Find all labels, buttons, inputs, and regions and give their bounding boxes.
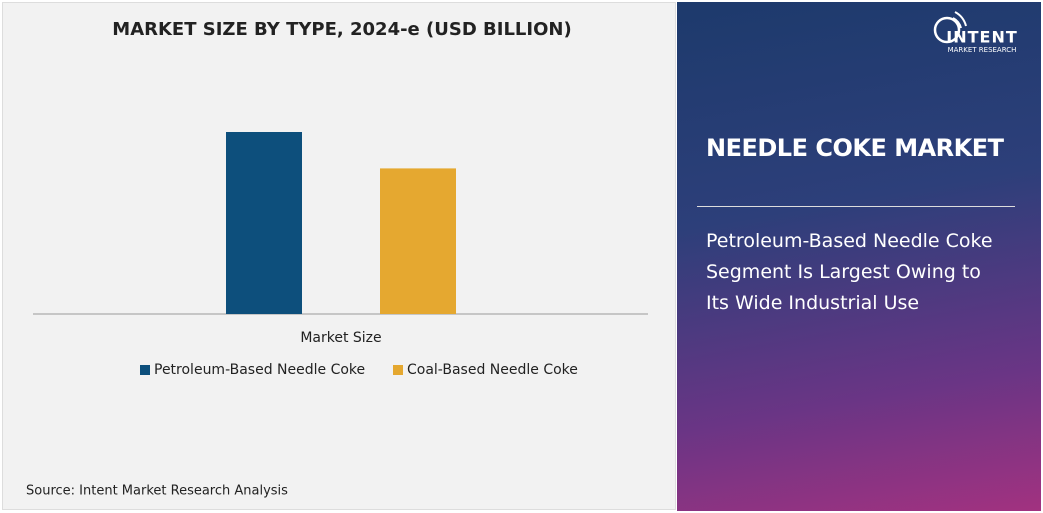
chart-panel <box>2 2 676 510</box>
bar <box>226 132 302 314</box>
legend-label: Petroleum-Based Needle Coke <box>154 362 365 378</box>
source: Source: Intent Market Research Analysis <box>26 484 288 499</box>
logo-tagline: MARKET RESEARCH <box>948 46 1017 54</box>
logo-icon <box>952 11 967 29</box>
chart-title: MARKET SIZE BY TYPE, 2024-e (USD BILLION… <box>112 19 571 40</box>
logo-icon <box>933 16 961 44</box>
headline: Petroleum-Based Needle Coke Segment Is L… <box>706 230 993 314</box>
panel-title: NEEDLE COKE MARKET <box>706 134 1004 162</box>
bar <box>380 168 456 314</box>
info-panel <box>677 2 1041 511</box>
legend-swatch <box>140 365 150 375</box>
divider <box>697 206 1015 207</box>
logo-name: INTENT <box>946 28 1018 47</box>
legend-label: Coal-Based Needle Coke <box>407 362 578 378</box>
legend-swatch <box>393 365 403 375</box>
logo: INTENT MARKET RESEARCH <box>933 11 1018 54</box>
x-tick-label: Market Size <box>300 330 381 346</box>
